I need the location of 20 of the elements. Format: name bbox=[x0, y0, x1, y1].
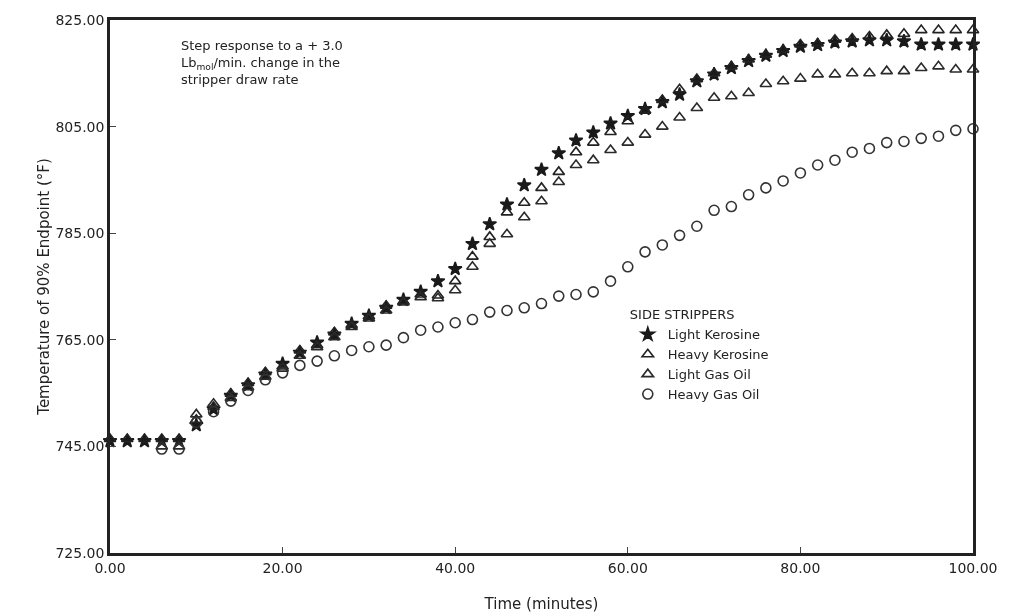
y-tick-label: 805.00 bbox=[55, 118, 105, 135]
x-axis-title: Time (minutes) bbox=[483, 595, 599, 613]
legend-label: Heavy Gas Oil bbox=[667, 387, 760, 403]
y-tick-label: 765.00 bbox=[55, 331, 105, 348]
x-tick-label: 60.00 bbox=[607, 559, 648, 576]
legend-label: Light Gas Oil bbox=[667, 367, 751, 383]
legend-label: Heavy Kerosine bbox=[667, 347, 769, 363]
y-tick-label: 825.00 bbox=[55, 11, 105, 28]
x-tick-label: 40.00 bbox=[435, 559, 476, 576]
x-tick-label: 20.00 bbox=[262, 559, 303, 576]
y-tick-label: 745.00 bbox=[55, 438, 105, 455]
legend-title: SIDE STRIPPERS bbox=[629, 307, 735, 323]
x-tick-label: 80.00 bbox=[780, 559, 821, 576]
annotation: Step response to a + 3.0 Lb$_{mol}$/min. change in the stripper draw rate bbox=[181, 38, 343, 87]
y-axis-title: Temperature of 90% Endpoint (°F) bbox=[35, 158, 54, 416]
y-tick-label: 725.00 bbox=[55, 544, 105, 561]
x-tick-label: 100.00 bbox=[948, 559, 998, 576]
x-tick-label: 0.00 bbox=[94, 559, 126, 576]
legend-label: Light Kerosine bbox=[667, 327, 760, 343]
y-tick-label: 785.00 bbox=[55, 225, 105, 242]
